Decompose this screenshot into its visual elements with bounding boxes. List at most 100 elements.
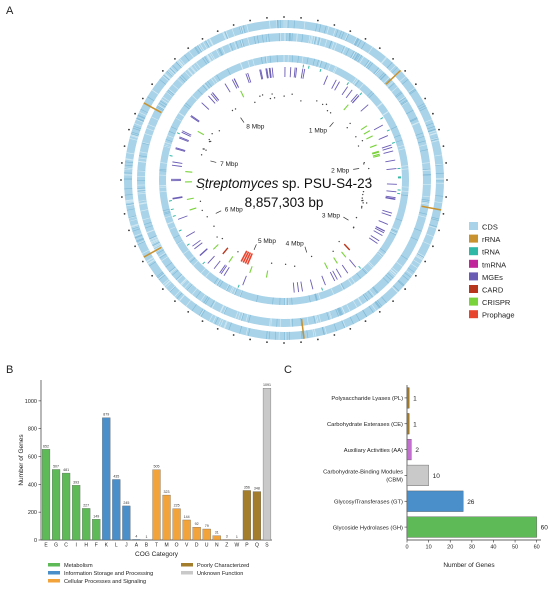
cds-feature (366, 61, 372, 69)
cds-feature (158, 252, 166, 258)
cazy-bar-value: 1 (413, 395, 417, 402)
mge-feature (289, 67, 292, 78)
cds-feature (247, 37, 250, 46)
mge-feature (213, 260, 221, 270)
outer-tick-dot (187, 47, 190, 50)
inner-dot (357, 145, 360, 147)
cds-feature (378, 250, 385, 256)
cds-feature (158, 273, 165, 280)
mge-feature (335, 268, 342, 278)
genome-map: 1 Mbp 2 Mbp 3 Mbp 4 Mbp 5 Mbp 6 Mbp 7 Mbp 8 Mbp… (120, 16, 448, 344)
cds-feature (314, 293, 317, 301)
cds-feature (426, 233, 434, 237)
cds-feature (154, 245, 162, 250)
mge-feature (341, 86, 348, 96)
cds-feature (405, 270, 413, 276)
cds-feature (136, 238, 145, 243)
cog-bar-value: 652 (43, 444, 49, 448)
cds-feature (195, 291, 202, 298)
cog-category-label: W (234, 543, 239, 549)
cog-category-label: P (245, 543, 249, 549)
cds-feature (427, 126, 435, 130)
cds-feature (151, 240, 159, 245)
cds-feature (417, 103, 425, 108)
cds-feature (316, 315, 319, 323)
genome-legend-swatch (469, 234, 478, 243)
mge-feature (351, 95, 360, 104)
cog-bar (41, 449, 51, 541)
trna-feature (346, 82, 349, 86)
cds-feature (149, 235, 157, 240)
cds-feature (247, 60, 251, 68)
inner-dot (202, 188, 205, 190)
cds-feature (367, 262, 373, 269)
cds-feature (164, 72, 172, 79)
mge-feature (260, 69, 264, 80)
cog-bar (172, 508, 181, 541)
mge-feature (245, 73, 250, 84)
cds-feature (269, 318, 271, 327)
outer-tick-dot (151, 83, 154, 86)
inner-dot (216, 236, 218, 238)
inner-dot (329, 112, 332, 114)
cds-feature (401, 190, 409, 192)
cazy-bar (406, 490, 464, 512)
cds-feature (176, 61, 183, 68)
cog-category-label: N (215, 543, 219, 549)
outer-tick-dot (378, 47, 381, 50)
cds-feature (140, 108, 148, 114)
cog-category-label: G (54, 543, 58, 549)
cds-feature (169, 266, 176, 273)
cds-feature (425, 122, 434, 127)
inner-dot (365, 202, 368, 204)
cazy-category-label: (CBM) (386, 478, 403, 484)
cog-bar-value: 1091 (263, 383, 271, 387)
genome-organism-genus: Streptomyces (196, 176, 279, 191)
prophage-feature (240, 250, 248, 262)
cds-feature (166, 91, 174, 97)
cds-feature (402, 275, 409, 281)
cds-feature (374, 301, 380, 309)
cds-feature (128, 215, 137, 219)
cds-feature (335, 29, 339, 38)
cds-feature (185, 299, 192, 307)
cds-feature (248, 314, 251, 323)
cazy-bar-value: 1 (413, 421, 417, 428)
genome-tick-mark (215, 210, 222, 214)
genome-tick-mark (210, 160, 217, 163)
cds-feature (157, 104, 165, 110)
inner-dot (355, 216, 358, 219)
cds-feature (421, 201, 430, 204)
cog-bar-value: 227 (83, 503, 89, 507)
cds-feature (314, 36, 317, 45)
cazy-x-tick-label: 50 (512, 545, 518, 551)
cds-feature (411, 122, 420, 126)
mge-feature (296, 282, 300, 293)
mge-feature (300, 281, 303, 292)
cds-feature (387, 81, 394, 88)
inner-dot (362, 190, 365, 193)
cds-feature (227, 68, 231, 75)
card-feature (222, 247, 229, 255)
cds-feature (210, 52, 216, 60)
trna-feature (170, 208, 174, 211)
mge-feature (373, 124, 383, 131)
inner-dot (332, 250, 334, 253)
cds-feature (375, 301, 381, 308)
cog-legend-swatch (48, 571, 60, 575)
cds-feature (411, 121, 420, 126)
inner-dot (310, 255, 313, 258)
cds-feature (386, 62, 393, 69)
cog-bar-value: 92 (195, 522, 199, 526)
cds-feature (268, 33, 270, 42)
genome-position-ticks: 1 Mbp 2 Mbp 3 Mbp 4 Mbp 5 Mbp 6 Mbp 7 Mbp 8 Mbp (210, 117, 360, 253)
cog-legend-swatch (48, 579, 60, 583)
cds-feature (265, 56, 268, 64)
cds-feature (398, 97, 406, 103)
cazy-x-tick-label: 30 (469, 545, 475, 551)
cds-feature (137, 188, 146, 191)
cds-feature (220, 305, 225, 313)
cds-feature (421, 200, 430, 203)
cds-feature (410, 236, 419, 241)
cds-feature (428, 130, 437, 134)
